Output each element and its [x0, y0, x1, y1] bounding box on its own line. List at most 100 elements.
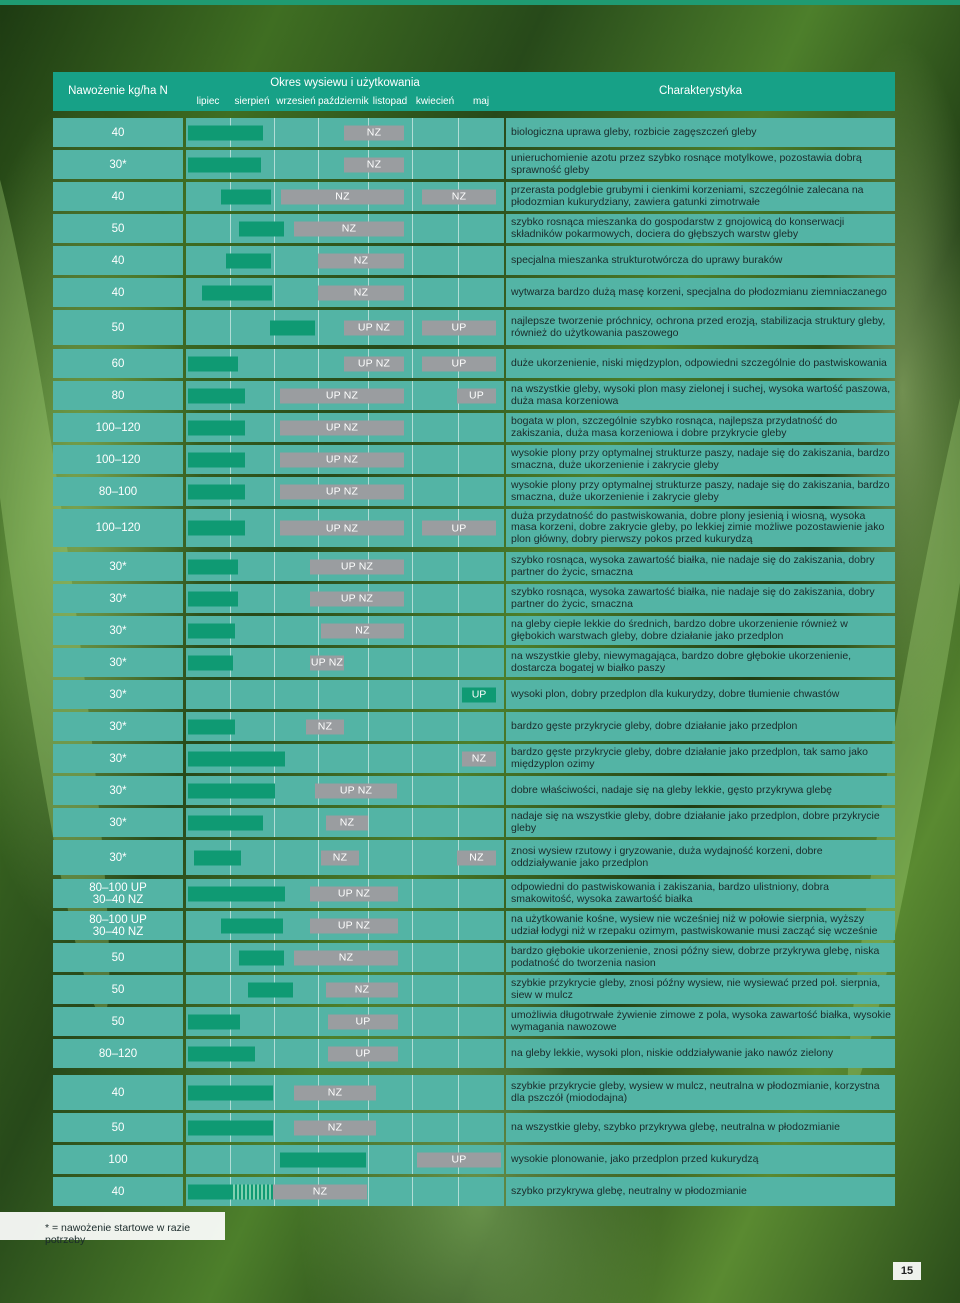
month-divider: [412, 584, 413, 613]
characteristic-text: szybkie przykrycie gleby, wysiew w mulcz…: [506, 1075, 895, 1110]
sowing-bar: [188, 1184, 233, 1199]
month-divider: [368, 1145, 369, 1174]
nitrogen-value: 50: [53, 214, 183, 243]
sowing-bar-hatched: [231, 1184, 273, 1199]
table-row: 30* NZ nadaje się na wszystkie gleby, dobr…: [53, 808, 895, 837]
table-row: 60 UP NZ UP duże ukorzenienie, niski między…: [53, 349, 895, 378]
nitrogen-value: 100–120: [53, 445, 183, 474]
usage-bar: UP NZ: [310, 655, 344, 670]
characteristic-text: na wszystkie gleby, wysoki plon masy zie…: [506, 381, 895, 410]
usage-bar: UP NZ: [280, 520, 404, 536]
month-divider: [458, 584, 459, 613]
month-divider: [412, 1039, 413, 1068]
characteristic-text: wysoki plon, dobry przedplon dla kukuryd…: [506, 680, 895, 709]
month-divider: [412, 509, 413, 547]
usage-bar: NZ: [294, 950, 398, 965]
sowing-bar: UP: [462, 687, 496, 702]
period-timeline: NZ: [186, 744, 504, 773]
characteristic-text: specjalna mieszanka strukturotwórcza do …: [506, 246, 895, 275]
characteristic-text: wytwarza bardzo dużą masę korzeni, specj…: [506, 278, 895, 307]
period-timeline: NZ: [186, 118, 504, 147]
month-divider: [274, 381, 275, 410]
usage-bar: NZ: [281, 189, 404, 204]
nitrogen-value: 30*: [53, 776, 183, 805]
table-row: 40 NZ szybko przykrywa glebę, neutralny w …: [53, 1177, 895, 1206]
usage-bar: UP: [457, 388, 496, 403]
nitrogen-value: 80–100 UP 30–40 NZ: [53, 911, 183, 940]
characteristic-text: szybko przykrywa glebę, neutralny w płod…: [506, 1177, 895, 1206]
table-row: 30* UP NZ na wszystkie gleby, niewymagając…: [53, 648, 895, 677]
table-row: 40 NZ wytwarza bardzo dużą masę korzeni, s…: [53, 278, 895, 307]
period-timeline: UP NZ UP: [186, 349, 504, 378]
month-divider: [368, 840, 369, 875]
characteristic-text: szybko rosnąca, wysoka zawartość białka,…: [506, 584, 895, 613]
period-timeline: NZ: [186, 150, 504, 179]
characteristic-text: bardzo gęste przykrycie gleby, dobre dzi…: [506, 744, 895, 773]
month-divider: [458, 413, 459, 442]
period-timeline: UP NZ: [186, 552, 504, 581]
page-number: 15: [893, 1262, 921, 1280]
month-divider: [412, 477, 413, 506]
table-row: 30* NZ bardzo gęste przykrycie gleby, dobr…: [53, 744, 895, 773]
month-divider: [458, 943, 459, 972]
month-divider: [412, 1177, 413, 1206]
month-divider: [274, 445, 275, 474]
month-label: listopad: [372, 96, 408, 107]
sowing-bar: [270, 320, 315, 335]
month-divider: [412, 943, 413, 972]
month-divider: [412, 776, 413, 805]
usage-bar: UP NZ: [280, 420, 404, 435]
period-title: Okres wysiewu i użytkowania: [270, 77, 420, 89]
period-timeline: UP NZ: [186, 477, 504, 506]
period-timeline: UP NZ: [186, 584, 504, 613]
period-timeline: NZ NZ: [186, 840, 504, 875]
month-divider: [458, 776, 459, 805]
nitrogen-value: 100–120: [53, 413, 183, 442]
usage-bar: NZ: [457, 850, 496, 865]
period-timeline: NZ: [186, 278, 504, 307]
sowing-bar: [221, 918, 283, 933]
nitrogen-value: 30*: [53, 744, 183, 773]
period-header: Okres wysiewu i użytkowania lipiec sierp…: [186, 72, 504, 111]
month-divider: [274, 349, 275, 378]
month-divider: [318, 808, 319, 837]
month-label: kwiecień: [415, 96, 455, 107]
month-divider: [458, 1177, 459, 1206]
nitrogen-value: 40: [53, 1177, 183, 1206]
sowing-bar: [188, 520, 245, 536]
month-divider: [318, 150, 319, 179]
period-timeline: UP: [186, 1007, 504, 1036]
usage-bar: NZ: [318, 253, 404, 268]
sowing-bar: [239, 950, 284, 965]
month-divider: [458, 1113, 459, 1142]
month-divider: [458, 445, 459, 474]
footnote-box: * = nawożenie startowe w razie potrzeby: [0, 1212, 225, 1246]
nitrogen-value: 40: [53, 1075, 183, 1110]
table-header: Nawożenie kg/ha N Okres wysiewu i użytko…: [53, 72, 895, 111]
table-row: 30* UP NZ szybko rosnąca, wysoka zawartość…: [53, 584, 895, 613]
month-divider: [458, 246, 459, 275]
month-divider: [458, 712, 459, 741]
sowing-bar: [188, 591, 238, 606]
month-divider: [458, 975, 459, 1004]
month-divider: [412, 911, 413, 940]
month-divider: [412, 246, 413, 275]
month-divider: [274, 118, 275, 147]
sowing-bar: [188, 1046, 255, 1061]
month-divider: [412, 648, 413, 677]
month-divider: [274, 1145, 275, 1174]
month-divider: [412, 712, 413, 741]
characteristic-text: wysokie plony przy optymalnej strukturze…: [506, 445, 895, 474]
month-divider: [412, 182, 413, 211]
months-row: lipiec sierpień wrzesień październik lis…: [186, 96, 504, 107]
month-divider: [412, 413, 413, 442]
month-divider: [368, 808, 369, 837]
period-timeline: UP: [186, 1039, 504, 1068]
month-divider: [412, 1007, 413, 1036]
characteristic-text: duża przydatność do pastwiskowania, dobr…: [506, 509, 895, 547]
usage-bar: UP: [328, 1046, 398, 1061]
period-timeline: NZ: [186, 975, 504, 1004]
nitrogen-value: 50: [53, 1113, 183, 1142]
month-divider: [412, 381, 413, 410]
nitrogen-value: 40: [53, 118, 183, 147]
